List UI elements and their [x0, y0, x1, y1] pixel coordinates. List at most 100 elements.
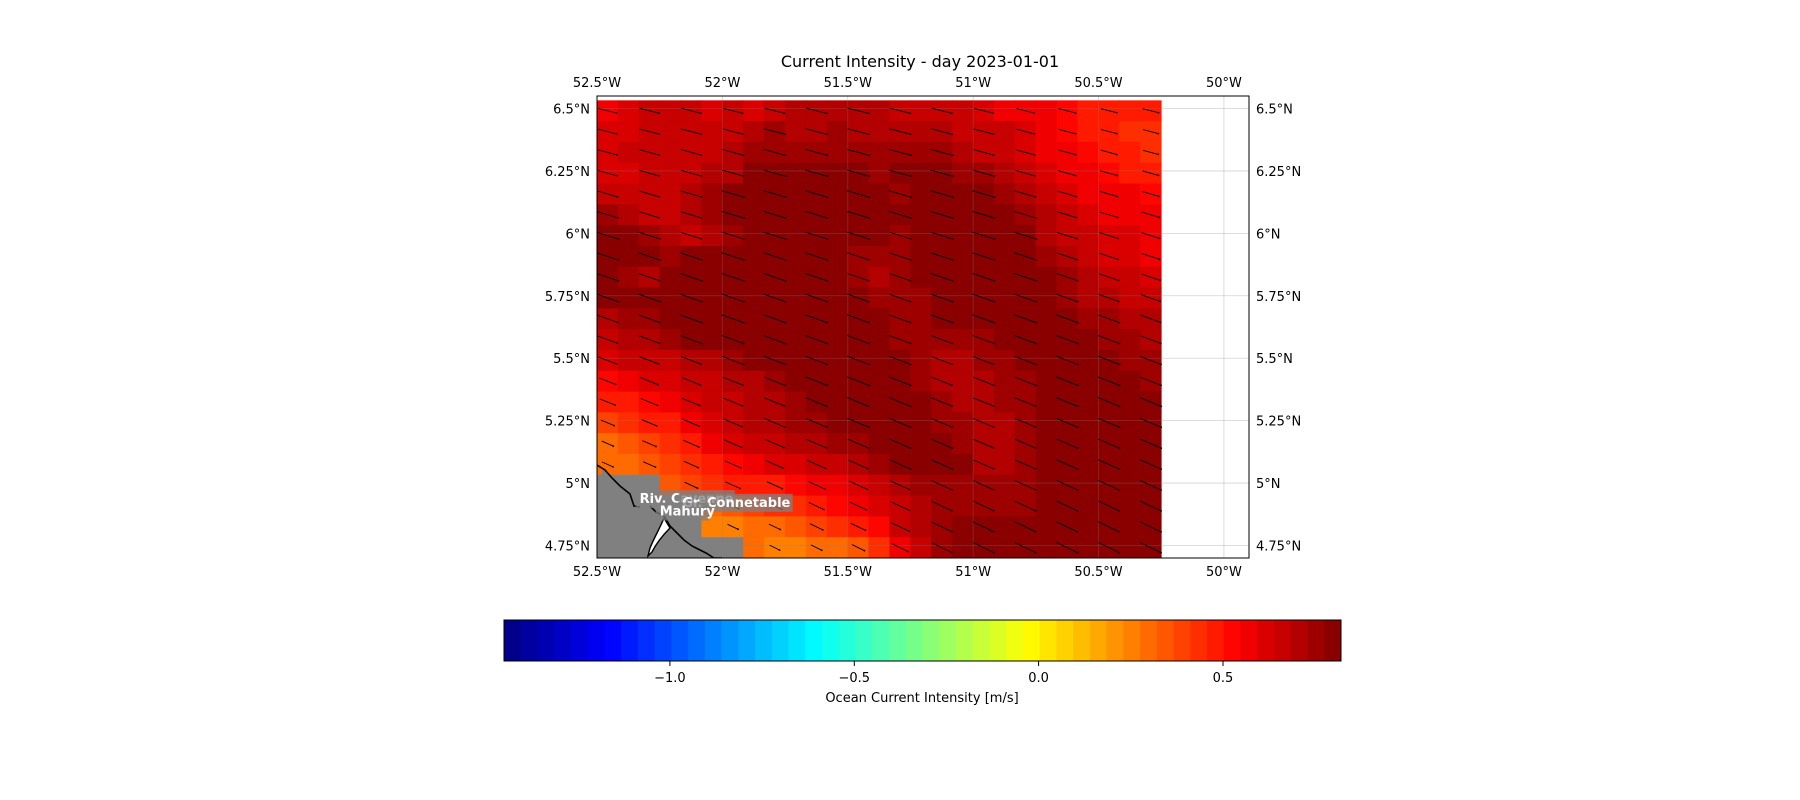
current-arrow-head	[1034, 384, 1037, 387]
heatmap-cell	[910, 266, 932, 289]
current-arrow	[930, 293, 953, 303]
current-arrow-head	[701, 300, 703, 303]
heatmap-cell	[617, 433, 640, 455]
current-arrow	[638, 231, 661, 240]
heatmap-cell	[785, 100, 807, 122]
current-arrow	[639, 149, 660, 156]
current-arrow	[597, 231, 619, 240]
current-arrow	[599, 377, 616, 385]
current-arrow	[723, 439, 742, 448]
current-arrow	[680, 211, 702, 219]
heatmap-cell	[785, 204, 807, 226]
current-arrow-head	[868, 259, 870, 261]
current-arrow	[680, 335, 703, 345]
heatmap-cell	[952, 225, 974, 247]
current-arrow	[1015, 128, 1035, 135]
current-arrow	[810, 544, 822, 551]
colorbar-swatch	[671, 620, 689, 661]
current-arrow-head	[700, 112, 702, 115]
current-arrow-head	[657, 363, 660, 365]
heatmap-cell	[1035, 287, 1058, 309]
heatmap-cell	[701, 266, 723, 289]
current-arrow	[640, 377, 659, 386]
current-arrow-head	[1034, 468, 1037, 470]
lat-tick-label-left: 4.75°N	[545, 540, 590, 555]
current-arrow-head	[868, 154, 870, 157]
heatmap-cell	[826, 391, 849, 413]
heatmap-cell	[868, 204, 891, 226]
current-arrow-head	[657, 383, 659, 386]
current-arrow-head	[1077, 321, 1079, 324]
current-arrow-head	[783, 446, 785, 449]
heatmap-cell	[785, 391, 807, 413]
heatmap-cell	[659, 225, 682, 247]
current-arrow	[763, 335, 786, 345]
heatmap-cell	[993, 537, 1016, 558]
current-arrow-head	[742, 175, 745, 178]
heatmap-cell	[868, 225, 891, 247]
current-arrow	[763, 128, 786, 135]
heatmap-cell	[952, 495, 974, 517]
current-arrow	[1016, 108, 1035, 114]
current-arrow	[727, 523, 739, 530]
lat-tick-label-right: 5°N	[1256, 477, 1281, 492]
current-arrow-head	[993, 530, 995, 533]
colorbar-tick-label: −1.0	[654, 671, 686, 686]
current-arrow	[1140, 294, 1161, 302]
heatmap-cell	[701, 225, 723, 247]
current-arrow	[763, 293, 786, 303]
current-arrow	[1058, 108, 1076, 114]
colorbar-swatch	[1223, 620, 1242, 661]
current-arrow-head	[951, 447, 954, 450]
current-arrow	[850, 522, 866, 531]
current-arrow-head	[992, 446, 995, 449]
current-arrow-head	[658, 175, 660, 177]
current-arrow	[599, 398, 616, 406]
current-arrow-head	[1160, 551, 1162, 554]
current-arrow	[1139, 521, 1162, 533]
current-arrow-head	[867, 133, 870, 136]
heatmap-cell	[868, 329, 891, 351]
heatmap-cell	[743, 162, 765, 185]
heatmap-cell	[1035, 204, 1058, 226]
current-arrow-head	[741, 405, 744, 407]
current-arrow	[1015, 149, 1035, 156]
current-arrow	[1142, 149, 1159, 155]
heatmap-cell	[659, 266, 682, 289]
current-arrow-head	[783, 112, 786, 115]
current-arrow-head	[1118, 551, 1121, 554]
current-arrow-head	[617, 300, 620, 303]
heatmap-cell	[785, 308, 807, 330]
current-arrow	[722, 397, 743, 407]
current-arrow	[973, 128, 994, 135]
colorbar-swatch	[1324, 620, 1342, 661]
current-arrow	[846, 231, 870, 240]
current-arrow-head	[615, 112, 618, 114]
current-arrow-head	[1116, 153, 1118, 156]
current-arrow	[763, 314, 786, 324]
current-arrow-head	[741, 384, 744, 386]
current-arrow	[763, 272, 786, 282]
heatmap-cell	[617, 412, 640, 434]
current-arrow	[972, 521, 995, 533]
current-arrow-head	[821, 529, 824, 531]
current-arrow-head	[741, 112, 744, 115]
current-arrow-head	[1033, 112, 1035, 114]
current-arrow-head	[825, 426, 828, 429]
current-arrow	[805, 335, 828, 345]
heatmap-cell	[952, 162, 974, 185]
heatmap-cell	[993, 100, 1016, 122]
heatmap-cell	[826, 287, 849, 309]
current-arrow	[680, 356, 702, 365]
current-arrow-head	[993, 300, 996, 303]
current-arrow	[1056, 417, 1078, 428]
current-arrow-head	[616, 196, 619, 198]
heatmap-cell	[743, 121, 765, 143]
current-arrow	[889, 273, 911, 282]
current-arrow-head	[701, 321, 703, 324]
current-arrow	[805, 355, 828, 365]
colorbar-swatch	[955, 620, 974, 661]
current-arrow	[847, 148, 870, 156]
current-arrow	[765, 460, 784, 469]
current-arrow	[805, 128, 828, 135]
